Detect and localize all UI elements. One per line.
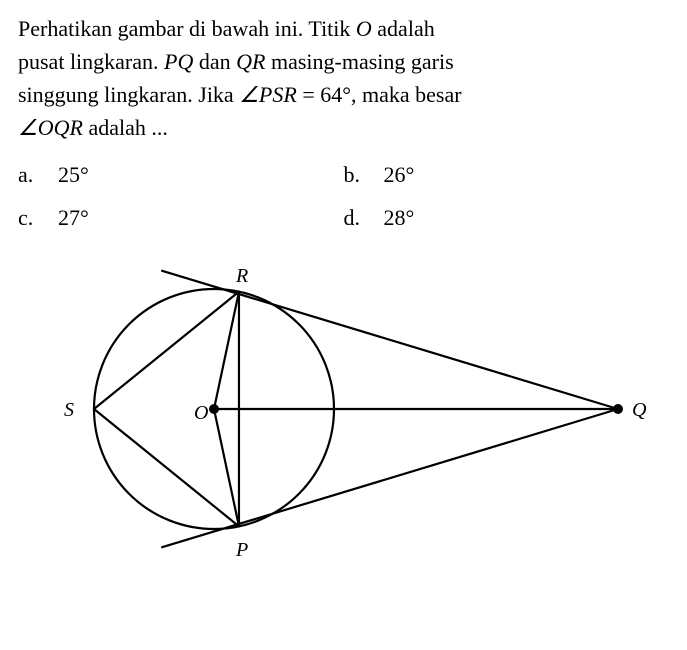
question-text: Perhatikan gambar di bawah ini. Titik O … [18,12,669,144]
option-d: d. 28° [344,201,670,234]
q-text: adalah ... [83,115,168,140]
svg-text:R: R [235,265,248,287]
option-letter: d. [344,201,366,234]
q-angle-OQR: ∠OQR [18,115,83,140]
option-value: 25° [58,158,89,191]
option-value: 28° [384,201,415,234]
q-text: singgung lingkaran. Jika [18,82,239,107]
svg-text:P: P [235,539,248,561]
diagram-container: R P S O Q [18,244,669,574]
option-letter: c. [18,201,40,234]
q-text: dan [193,49,236,74]
q-angle-PSR: ∠PSR [239,82,297,107]
option-value: 26° [384,158,415,191]
svg-text:Q: Q [632,399,647,421]
option-letter: a. [18,158,40,191]
q-var-QR: QR [236,49,265,74]
option-c: c. 27° [18,201,344,234]
q-text: = 64°, maka besar [297,82,462,107]
q-text: masing-masing garis [265,49,453,74]
option-letter: b. [344,158,366,191]
svg-text:O: O [194,402,208,424]
q-text: adalah [372,16,435,41]
q-var-O: O [356,16,372,41]
option-a: a. 25° [18,158,344,191]
geometry-diagram: R P S O Q [22,244,662,574]
q-text: Perhatikan gambar di bawah ini. Titik [18,16,356,41]
options-grid: a. 25° b. 26° c. 27° d. 28° [18,158,669,234]
option-b: b. 26° [344,158,670,191]
q-text: pusat lingkaran. [18,49,164,74]
q-var-PQ: PQ [164,49,193,74]
option-value: 27° [58,201,89,234]
svg-text:S: S [64,399,74,421]
